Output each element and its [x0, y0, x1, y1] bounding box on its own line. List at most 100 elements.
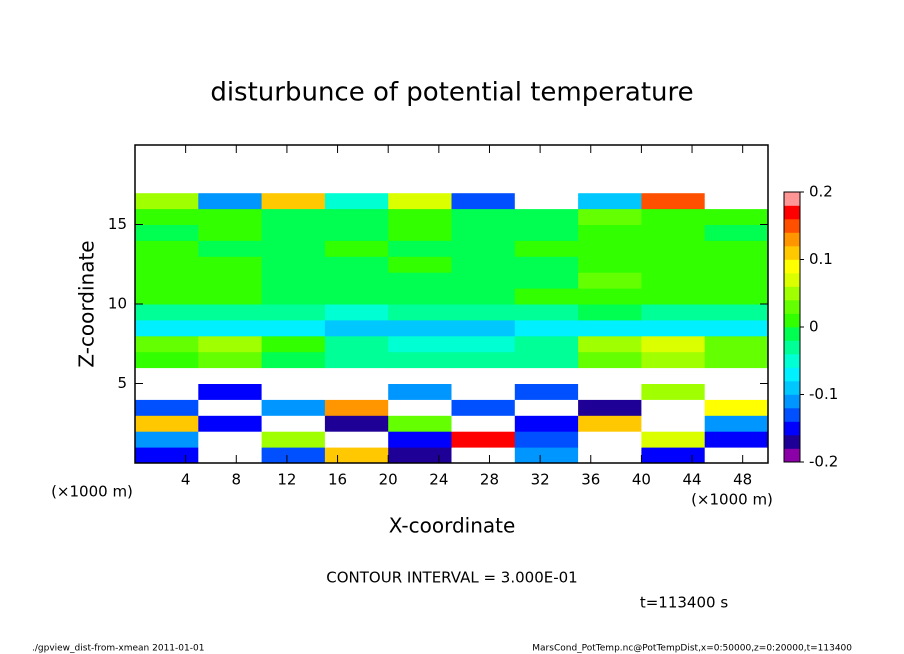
- time-label: t=113400 s: [640, 594, 728, 612]
- heatmap-cell: [261, 367, 326, 384]
- heatmap-cell: [324, 415, 389, 432]
- x-tick-label: 40: [632, 471, 651, 489]
- heatmap-cell: [198, 383, 263, 400]
- heatmap-cell: [261, 176, 326, 194]
- heatmap-cell: [198, 447, 263, 464]
- heatmap-cell: [704, 447, 769, 464]
- heatmap-cell: [704, 304, 769, 321]
- colorbar-swatch: [784, 286, 800, 301]
- heatmap-cell: [261, 319, 326, 337]
- heatmap-cell: [578, 240, 642, 257]
- heatmap-cell: [324, 319, 389, 337]
- heatmap-cell: [704, 351, 769, 369]
- heatmap-cell: [451, 272, 516, 289]
- heatmap-cell: [451, 256, 516, 273]
- colorbar-swatch: [784, 313, 800, 328]
- heatmap-cell: [578, 351, 642, 369]
- colorbar-tick-label: 0.2: [809, 183, 833, 201]
- heatmap-cell: [578, 383, 642, 400]
- heatmap-cell: [135, 399, 199, 416]
- colorbar-tick-label: -0.2: [809, 453, 838, 471]
- heatmap-cell: [578, 192, 642, 210]
- heatmap-cell: [198, 335, 263, 353]
- heatmap-cell: [641, 304, 706, 321]
- x-tick-label: 36: [581, 471, 600, 489]
- x-unit-label: (×1000 m): [691, 491, 773, 509]
- colorbar-swatch: [784, 381, 800, 395]
- heatmap-cell: [135, 224, 199, 241]
- heatmap-cell: [388, 160, 452, 178]
- heatmap-cell: [261, 208, 326, 225]
- heatmap-cell: [198, 304, 263, 321]
- x-tick-label: 44: [682, 471, 701, 489]
- heatmap-cell: [324, 272, 389, 289]
- heatmap-cell: [198, 208, 263, 225]
- colorbar-swatch: [784, 408, 800, 422]
- heatmap-cell: [261, 447, 326, 464]
- heatmap-cell: [451, 192, 516, 210]
- heatmap-cell: [388, 288, 452, 305]
- heatmap-cell: [198, 192, 263, 210]
- heatmap-cell: [388, 351, 452, 369]
- heatmap-cell: [641, 415, 706, 432]
- heatmap-cell: [198, 431, 263, 448]
- heatmap-cell: [641, 399, 706, 416]
- x-tick-label: 28: [480, 471, 499, 489]
- heatmap-cell: [514, 431, 579, 448]
- heatmap-cell: [261, 256, 326, 273]
- heatmap-cell: [451, 176, 516, 194]
- heatmap-cell: [514, 272, 579, 289]
- y-unit-label: (×1000 m): [51, 483, 133, 501]
- heatmap-cell: [135, 208, 199, 225]
- heatmap-cell: [261, 335, 326, 353]
- colorbar-swatch: [784, 232, 800, 247]
- heatmap-cell: [704, 272, 769, 289]
- heatmap-cell: [388, 431, 452, 448]
- heatmap-cell: [514, 192, 579, 210]
- heatmap-cell: [388, 208, 452, 225]
- heatmap-cell: [451, 447, 516, 464]
- heatmap-cell: [198, 145, 263, 162]
- heatmap-cell: [514, 399, 579, 416]
- heatmap-cell: [704, 256, 769, 273]
- heatmap-cell: [704, 224, 769, 241]
- y-tick-label: 15: [108, 215, 127, 233]
- heatmap-cell: [135, 415, 199, 432]
- heatmap-cell: [198, 256, 263, 273]
- heatmap-cell: [324, 176, 389, 194]
- colorbar-swatch: [784, 327, 800, 341]
- heatmap-cell: [388, 335, 452, 353]
- heatmap-cell: [261, 272, 326, 289]
- heatmap-cell: [578, 160, 642, 178]
- colorbar-swatch: [784, 367, 800, 382]
- y-tick-label: 10: [108, 295, 127, 313]
- heatmap-cell: [514, 319, 579, 337]
- heatmap-cell: [135, 192, 199, 210]
- heatmap-cell: [641, 367, 706, 384]
- heatmap-cell: [135, 447, 199, 464]
- heatmap-cell: [324, 399, 389, 416]
- heatmap-cell: [514, 351, 579, 369]
- heatmap-cell: [135, 319, 199, 337]
- colorbar-swatch: [784, 421, 800, 436]
- heatmap-cell: [388, 176, 452, 194]
- heatmap-cell: [514, 240, 579, 257]
- heatmap-cell: [514, 304, 579, 321]
- heatmap-cell: [451, 383, 516, 400]
- heatmap-cell: [388, 224, 452, 241]
- footer-right: MarsCond_PotTemp.nc@PotTempDist,x=0:5000…: [532, 644, 852, 654]
- heatmap-cell: [451, 431, 516, 448]
- heatmap-cell: [704, 335, 769, 353]
- heatmap-cell: [578, 319, 642, 337]
- heatmap-cell: [198, 224, 263, 241]
- heatmap-cell: [388, 192, 452, 210]
- chart-title: disturbunce of potential temperature: [210, 78, 693, 108]
- colorbar-swatch: [784, 448, 800, 463]
- heatmap-cell: [514, 367, 579, 384]
- heatmap-cell: [451, 367, 516, 384]
- heatmap-cell: [135, 176, 199, 194]
- heatmap-cell: [514, 208, 579, 225]
- colorbar-swatch: [784, 273, 800, 287]
- heatmap-cell: [451, 335, 516, 353]
- heatmap-cell: [198, 176, 263, 194]
